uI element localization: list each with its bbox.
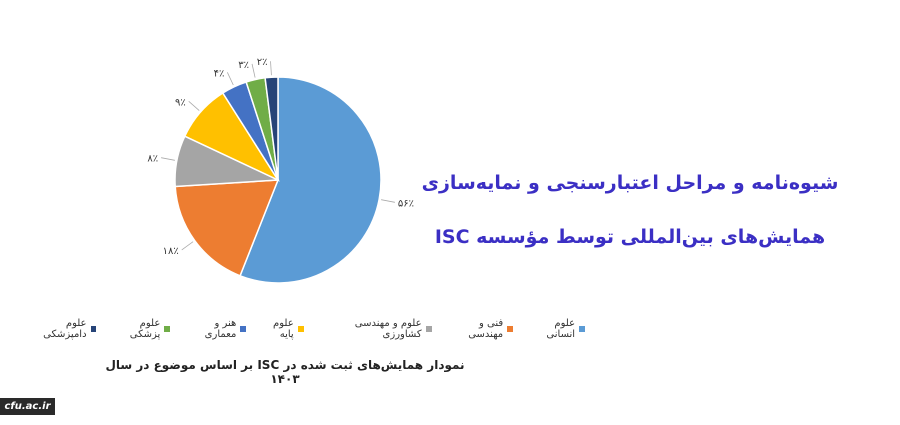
legend-label: علوم پزشکی (129, 318, 161, 340)
data-label: ۹٪ (175, 97, 186, 108)
legend-label: فنی و مهندسی (468, 318, 504, 340)
legend-item: علوم و مهندسی کشاورزی (314, 318, 432, 340)
leader-line (270, 61, 272, 76)
leader-line (161, 157, 175, 161)
data-label: ۲٪ (257, 57, 268, 68)
legend-swatch (164, 326, 171, 332)
data-label: ۱۸٪ (163, 246, 179, 257)
data-label: ۳٪ (238, 60, 249, 71)
legend-label: هنر و معماری (204, 318, 237, 340)
logo: cfu.ac.ir (0, 398, 55, 415)
heading-line: شیوه‌نامه و مراحل اعتبارسنجی و نمایه‌ساز… (421, 172, 839, 194)
legend-item: علوم پایه (256, 318, 304, 340)
heading-line: همایش‌های بین‌المللی توسط مؤسسه ISC (434, 226, 826, 248)
pie-slice (264, 76, 279, 181)
legend-swatch (425, 326, 432, 332)
data-label: ۵۶٪ (398, 198, 414, 209)
chart-title: نمودار همایش‌های ثبت شده در ISC بر اساس … (105, 358, 465, 386)
legend-swatch (240, 326, 247, 332)
legend-label: علوم انسانی (546, 318, 576, 340)
legend-label: علوم دامپزشکی (43, 318, 87, 340)
legend-swatch (297, 326, 304, 332)
data-label: ۸٪ (147, 154, 158, 165)
legend-swatch (90, 326, 97, 332)
legend-swatch (507, 326, 514, 332)
leader-line (251, 63, 256, 78)
legend-label: علوم پایه (273, 318, 294, 340)
leader-line (188, 101, 200, 111)
legend-item: علوم دامپزشکی (20, 318, 97, 340)
pie-slice (174, 179, 280, 277)
legend-label: علوم و مهندسی کشاورزی (354, 318, 422, 340)
legend-item: هنر و معماری (180, 318, 247, 340)
legend-item: علوم انسانی (523, 318, 585, 340)
pie-slice (239, 76, 382, 284)
legend-swatch (579, 326, 585, 332)
data-label: ۴٪ (214, 68, 225, 79)
legend: علوم انسانی فنی و مهندسی علوم و مهندسی کشا… (20, 318, 585, 340)
leader-line (381, 199, 395, 203)
leader-line (181, 241, 194, 251)
leader-line (226, 72, 234, 86)
legend-item: فنی و مهندسی (442, 318, 514, 340)
legend-item: علوم پزشکی (106, 318, 171, 340)
